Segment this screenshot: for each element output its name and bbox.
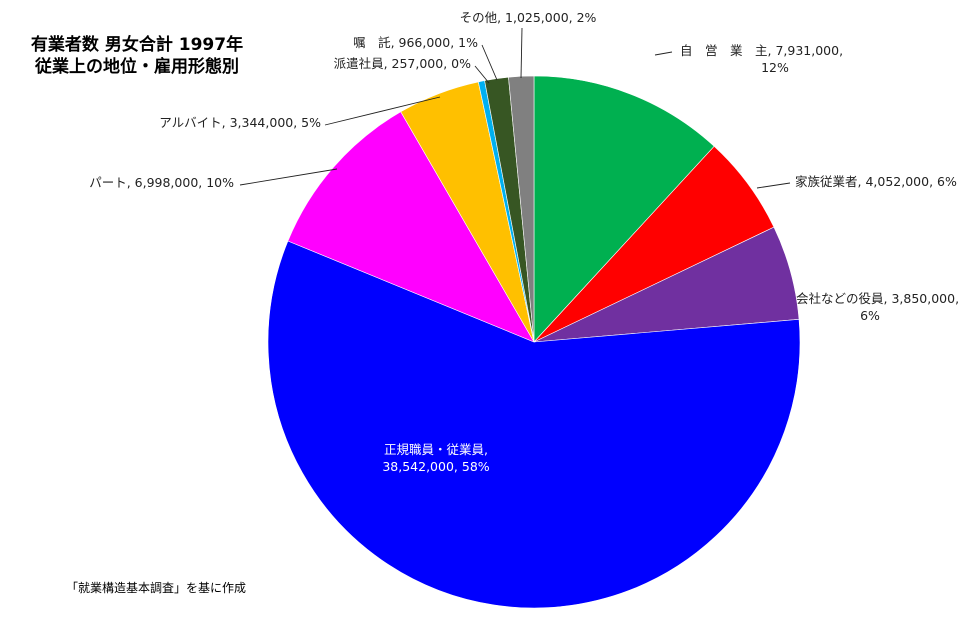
- slice-label-4: 正規職員・従業員, 38,542,000, 58%: [382, 442, 489, 474]
- leader-line-6: [324, 96, 441, 126]
- slice-label-8: 嘱 託, 966,000, 1%: [353, 35, 478, 50]
- slice-label-1-line-1: 自 営 業 主, 7,931,000,: [680, 43, 843, 58]
- chart-title-line-1: 有業者数 男女合計 1997年: [30, 35, 244, 55]
- slice-label-3-line-1: 会社などの役員, 3,850,000,: [796, 291, 959, 306]
- slice-label-6-line-1: アルバイト, 3,344,000, 5%: [159, 115, 321, 130]
- slice-label-1-line-2: 12%: [761, 60, 789, 75]
- slice-label-4-line-1: 正規職員・従業員,: [384, 442, 488, 457]
- slice-label-4-line-2: 38,542,000, 58%: [382, 459, 489, 474]
- slice-label-8-line-1: 嘱 託, 966,000, 1%: [353, 35, 478, 50]
- slice-label-9-line-1: その他, 1,025,000, 2%: [460, 10, 597, 25]
- pie-slice-4: [267, 240, 801, 609]
- slice-label-2: 家族従業者, 4,052,000, 6%: [795, 174, 957, 189]
- slice-label-6: アルバイト, 3,344,000, 5%: [159, 115, 321, 130]
- leader-line-9: [520, 27, 523, 79]
- leader-line-2: [756, 182, 791, 189]
- chart-title-line-2: 従業上の地位・雇用形態別: [35, 57, 239, 77]
- slice-label-1: 自 営 業 主, 7,931,000, 12%: [680, 43, 843, 75]
- leader-line-7: [474, 65, 490, 84]
- leader-line-8: [481, 44, 498, 81]
- slice-label-7-line-1: 派遣社員, 257,000, 0%: [334, 56, 472, 71]
- slice-label-3: 会社などの役員, 3,850,000, 6%: [796, 291, 959, 323]
- source-note: 「就業構造基本調査」を基に作成: [66, 581, 247, 595]
- pie-slices: [267, 75, 801, 609]
- leader-line-5: [239, 168, 338, 186]
- leader-lines: [239, 27, 791, 189]
- pie-slice-5: [287, 111, 535, 343]
- slice-labels: 自 営 業 主, 7,931,000, 12% 家族従業者, 4,052,000, …: [89, 10, 959, 474]
- slice-label-7: 派遣社員, 257,000, 0%: [334, 56, 472, 71]
- pie-slice-1: [533, 75, 715, 343]
- slice-label-2-line-1: 家族従業者, 4,052,000, 6%: [795, 174, 957, 189]
- leader-line-1: [654, 51, 673, 56]
- slice-label-3-line-2: 6%: [860, 308, 880, 323]
- slice-label-5-line-1: パート, 6,998,000, 10%: [89, 175, 234, 190]
- slice-label-5: パート, 6,998,000, 10%: [89, 175, 234, 190]
- slice-label-9: その他, 1,025,000, 2%: [460, 10, 597, 25]
